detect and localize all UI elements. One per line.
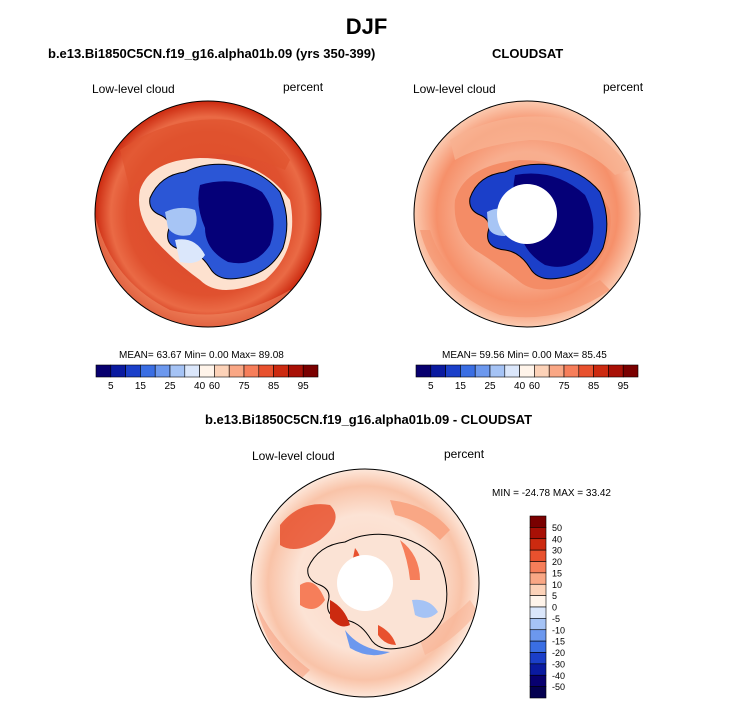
panel3-stats: MIN = -24.78 MAX = 33.42 — [492, 488, 611, 499]
panel2-colorbar-label: 5 — [428, 381, 434, 392]
panel2-colorbar-label: 25 — [484, 381, 496, 392]
panel3-colorbar-label: 15 — [552, 568, 562, 578]
panel1-units-label: percent — [283, 80, 324, 94]
panel3-colorbar-label: -40 — [552, 671, 565, 681]
panel3-colorbar-cell — [529, 618, 547, 631]
panel1-colorbar-label: 75 — [238, 381, 250, 392]
panel2-colorbar-cell — [593, 364, 609, 378]
panel1-map-border — [94, 100, 322, 328]
panel3-colorbar-cell — [529, 606, 547, 619]
panel1-stats: MEAN= 63.67 Min= 0.00 Max= 89.08 — [119, 350, 284, 361]
panel1-colorbar-label: 40 — [194, 381, 206, 392]
panel3-colorbar-cell — [529, 527, 547, 540]
panel3-units-label: percent — [444, 447, 485, 461]
panel3-colorbar-cell — [529, 663, 547, 676]
panel3-colorbar-cell — [529, 686, 547, 699]
panel2-colorbar-label: 15 — [455, 381, 467, 392]
panel3-variable-label: Low-level cloud — [252, 449, 335, 463]
panel2-variable-label: Low-level cloud — [413, 82, 496, 96]
panel2-colorbar-cell — [519, 364, 535, 378]
panel2-colorbar-label: 85 — [588, 381, 600, 392]
panel3-map — [251, 469, 479, 697]
panel3-colorbar-label: -10 — [552, 625, 565, 635]
panel1-colorbar-label: 25 — [164, 381, 176, 392]
panel2-colorbar-cell — [474, 364, 491, 378]
panel2-colorbar-cell — [563, 364, 580, 378]
panel3-colorbar-cell — [529, 583, 547, 596]
panel2-map — [414, 101, 640, 327]
panel3-colorbar-label: 50 — [552, 523, 562, 533]
panel2-colorbar-cell — [548, 364, 565, 378]
panel3-colorbar-label: -20 — [552, 648, 565, 658]
panel3-colorbar-label: 10 — [552, 580, 562, 590]
panel2-colorbar-cell — [460, 364, 476, 378]
panel3-colorbar-label: 40 — [552, 534, 562, 544]
panel1-colorbar-cell — [273, 364, 289, 378]
panel3-polar-gap — [337, 555, 393, 611]
panel2-colorbar-cell — [622, 364, 639, 378]
panel2-colorbar-label: 75 — [558, 381, 570, 392]
panel1-colorbar-cell — [169, 364, 186, 378]
panel1-colorbar-label: 95 — [298, 381, 310, 392]
panel1-colorbar-cell — [228, 364, 245, 378]
panel2-colorbar-cell — [504, 364, 520, 378]
panel3-colorbar-label: 0 — [552, 603, 557, 613]
panel3-colorbar-label: -5 — [552, 614, 560, 624]
panel3-colorbar-cell — [529, 561, 547, 574]
panel3-colorbar-label: -15 — [552, 637, 565, 647]
panel2-colorbar-cell — [608, 364, 624, 378]
panel3-colorbar-cell — [529, 640, 547, 653]
panel1-colorbar-cell — [95, 364, 112, 378]
panel1-colorbar-cell — [288, 364, 304, 378]
panel1-colorbar-cell — [214, 364, 230, 378]
panel1-colorbar-cell — [154, 364, 171, 378]
panel3-colorbar-label: -50 — [552, 682, 565, 692]
panel3-colorbar-label: 5 — [552, 591, 557, 601]
panel3-colorbar-cell — [529, 674, 547, 687]
page-title: DJF — [345, 14, 388, 39]
panel1-title: b.e13.Bi1850C5CN.f19_g16.alpha01b.09 (yr… — [48, 46, 376, 61]
panel2-colorbar-cell — [489, 364, 506, 378]
panel1-colorbar-cell — [243, 364, 260, 378]
panel3-colorbar-cell — [529, 515, 547, 528]
panel3-colorbar-cell — [529, 538, 547, 551]
panel3-colorbar-cell — [529, 549, 547, 562]
panel1-colorbar-label: 85 — [268, 381, 280, 392]
panel2-colorbar-label: 60 — [529, 381, 541, 392]
panel2-colorbar-cell — [534, 364, 550, 378]
panel2-colorbar-cell — [445, 364, 461, 378]
panel2-polar-gap — [497, 184, 557, 244]
panel1-colorbar-cell — [258, 364, 274, 378]
panel3-colorbar-cell — [529, 572, 547, 585]
panel3-colorbar-label: -30 — [552, 659, 565, 669]
panel1-variable-label: Low-level cloud — [92, 82, 175, 96]
panel1-colorbar-cell — [140, 364, 156, 378]
panel1-colorbar-cell — [199, 364, 215, 378]
panel2-colorbar-label: 40 — [514, 381, 526, 392]
panel2-title: CLOUDSAT — [492, 46, 564, 61]
panel1-colorbar-cell — [184, 364, 200, 378]
panel2-colorbar-cell — [430, 364, 446, 378]
panel1-colorbar-label: 60 — [209, 381, 221, 392]
panel2-colorbar-cell — [578, 364, 594, 378]
panel1-map — [95, 101, 321, 327]
panel2-stats: MEAN= 59.56 Min= 0.00 Max= 85.45 — [442, 350, 607, 361]
panel1-colorbar-cell — [302, 364, 319, 378]
panel2-colorbar-cell — [415, 364, 432, 378]
panel3-colorbar-cell — [529, 652, 547, 665]
panel3-colorbar-cell — [529, 629, 547, 642]
panel1-colorbar-cell — [110, 364, 126, 378]
panel3-colorbar-label: 20 — [552, 557, 562, 567]
panel2-map-border — [413, 100, 641, 328]
panel3-title: b.e13.Bi1850C5CN.f19_g16.alpha01b.09 - C… — [205, 412, 533, 427]
panel3-colorbar-label: 30 — [552, 546, 562, 556]
panel1-colorbar-label: 15 — [135, 381, 147, 392]
panel3-map-border — [250, 468, 480, 698]
panel2-units-label: percent — [603, 80, 644, 94]
panel3-colorbar-cell — [529, 595, 547, 608]
panel1-colorbar-cell — [125, 364, 141, 378]
panel1-colorbar-label: 5 — [108, 381, 114, 392]
panel2-colorbar-label: 95 — [618, 381, 630, 392]
